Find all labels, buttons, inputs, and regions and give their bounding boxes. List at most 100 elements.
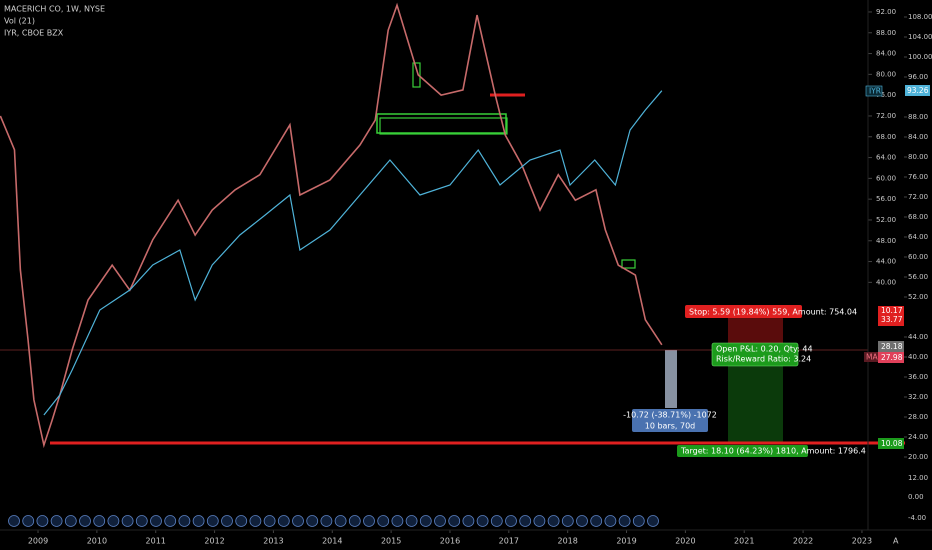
- event-icon: [306, 515, 319, 527]
- event-icon: [292, 515, 304, 527]
- series-line: [0, 2, 663, 449]
- stop-label: Stop: 5.59 (19.84%) 559, Amount: 754.04: [689, 308, 857, 317]
- pnl-label: Open P&L: 0.20, Qty: 44: [716, 345, 813, 354]
- y-tick-label: 56.00: [876, 195, 896, 203]
- y2-tick-label: 96.00: [908, 73, 928, 81]
- event-icon: [647, 515, 659, 527]
- y-tick-label: 88.00: [876, 29, 896, 37]
- y-tick-label: 48.00: [876, 237, 896, 245]
- y2-tick-label: 60.00: [908, 253, 928, 261]
- event-icon: [561, 515, 574, 527]
- volume-label: Vol (21): [4, 17, 35, 26]
- y-tick-label: 92.00: [876, 8, 896, 16]
- x-tick-label: 2015: [381, 537, 401, 546]
- y-tick-label: 72.00: [876, 112, 896, 120]
- badge: [865, 85, 883, 97]
- event-icon: [178, 515, 191, 527]
- series-line: [43, 90, 663, 416]
- event-icon: [604, 515, 617, 527]
- y2-tick-label: 32.00: [908, 393, 928, 401]
- x-tick-label: 2019: [616, 537, 636, 546]
- y2-tick-label: 80.00: [908, 153, 928, 161]
- y2-tick-label: 104.00: [908, 33, 932, 41]
- event-icon: [93, 515, 106, 527]
- x-tick-label: 2023: [852, 537, 872, 546]
- volume-axis-label: -4.00: [908, 514, 926, 522]
- event-icon: [391, 515, 404, 527]
- y2-tick-label: 72.00: [908, 193, 928, 201]
- badge-text: 27.98: [881, 353, 903, 362]
- event-icon: [235, 515, 248, 527]
- compare-label: IYR, CBOE BZX: [4, 29, 64, 38]
- measure-change: -10.72 (-38.71%) -1072: [623, 411, 717, 420]
- x-tick-label: 2016: [440, 537, 460, 546]
- badge-text: 93.26: [907, 86, 929, 95]
- volume-axis-label: 12.00: [908, 474, 928, 482]
- zone-box: [412, 62, 421, 88]
- event-icon: [419, 515, 432, 527]
- y-tick-label: 52.00: [876, 216, 896, 224]
- y-tick-label: 80.00: [876, 70, 896, 78]
- event-icon: [334, 515, 347, 527]
- measure-bar: [665, 350, 677, 408]
- event-icon: [618, 515, 631, 527]
- badge: [864, 352, 881, 362]
- event-icon: [64, 515, 77, 527]
- badge-text: MAC: [866, 353, 883, 362]
- event-icon: [576, 515, 588, 527]
- event-icon: [533, 515, 546, 527]
- y2-tick-label: 76.00: [908, 173, 928, 181]
- corner-button[interactable]: A: [893, 537, 899, 546]
- badge: [878, 306, 904, 326]
- event-icon: [277, 515, 290, 527]
- symbol-title: MACERICH CO, 1W, NYSE: [4, 5, 105, 14]
- measure-bars: 10 bars, 70d: [645, 422, 696, 431]
- y2-tick-label: 28.00: [908, 413, 928, 421]
- event-icon: [462, 515, 475, 527]
- y2-tick-label: 64.00: [908, 233, 928, 241]
- target-label: Target: 18.10 (64.23%) 1810, Amount: 179…: [680, 447, 866, 456]
- y2-tick-label: 52.00: [908, 293, 928, 301]
- y-tick-label: 40.00: [876, 278, 896, 286]
- x-tick-label: 2017: [499, 537, 519, 546]
- event-icon: [50, 515, 63, 527]
- x-tick-label: 2014: [322, 537, 342, 546]
- event-icon: [135, 515, 148, 527]
- event-icon: [263, 515, 276, 527]
- x-tick-label: 2013: [263, 537, 283, 546]
- event-icon: [505, 515, 517, 527]
- pnl-box: [711, 342, 799, 367]
- event-icon: [221, 515, 233, 527]
- zone-box: [376, 113, 507, 134]
- event-icon: [632, 515, 645, 527]
- measure-box: [632, 409, 708, 432]
- y2-tick-label: 100.00: [908, 53, 932, 61]
- badge-text: IYR: [869, 87, 881, 96]
- volume-axis-label: 0.00: [908, 493, 924, 501]
- y-tick-label: 44.00: [876, 258, 896, 266]
- event-icon: [150, 515, 162, 527]
- event-icon: [107, 515, 120, 527]
- event-icon: [547, 515, 560, 527]
- zone-box: [621, 259, 636, 269]
- y-tick-label: 64.00: [876, 154, 896, 162]
- zone-box: [379, 117, 508, 135]
- target-label-box: [677, 445, 808, 457]
- badge: [905, 85, 930, 96]
- x-tick-label: 2018: [558, 537, 578, 546]
- x-tick-label: 2009: [28, 537, 48, 546]
- y2-tick-label: 84.00: [908, 133, 928, 141]
- x-tick-label: 2021: [734, 537, 754, 546]
- event-icon: [448, 515, 461, 527]
- y-tick-label: 76.00: [876, 91, 896, 99]
- badge-text: 10.08: [881, 439, 903, 448]
- event-icon: [590, 515, 603, 527]
- y-tick-label: 60.00: [876, 174, 896, 182]
- event-icon: [320, 515, 333, 527]
- stop-label-box: [685, 305, 802, 318]
- event-icon: [363, 515, 375, 527]
- event-icon: [476, 515, 489, 527]
- y2-tick-label: 36.00: [908, 373, 928, 381]
